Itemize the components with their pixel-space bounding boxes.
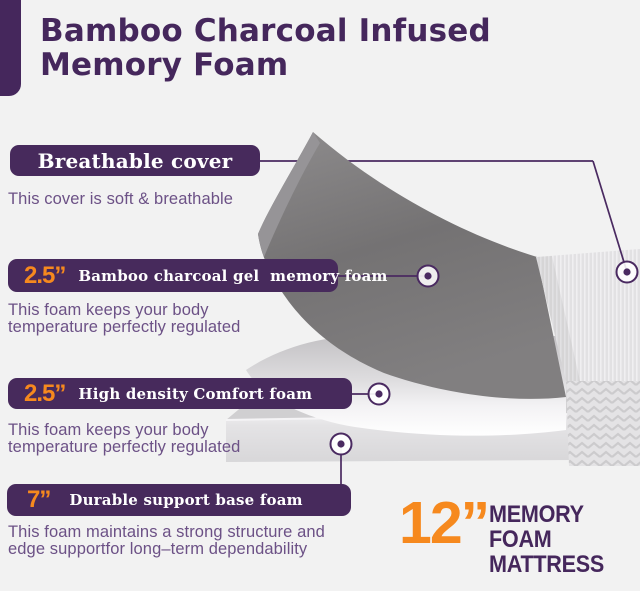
banner-comfort-foam-size: 2.5” xyxy=(24,379,66,407)
mattress-type-line1: MEMORY FOAM xyxy=(489,501,584,553)
desc-line: This foam keeps your body xyxy=(8,421,209,439)
banner-memory-foam: 2.5” Bamboo charcoal gel memory foam xyxy=(8,259,387,292)
callout-marker-memory-foam xyxy=(416,264,440,288)
banner-breathable-cover-label: Breathable cover xyxy=(37,148,233,173)
callout-marker-base-foam xyxy=(329,432,353,456)
mattress-type-label: MEMORY FOAM MATTRESS xyxy=(489,502,625,577)
desc-comfort-foam: This foam keeps your body temperature pe… xyxy=(8,422,240,455)
desc-line: temperature perfectly regulated xyxy=(8,437,241,456)
banner-comfort-foam-label: High density Comfort foam xyxy=(78,384,313,403)
page-title-line1: Bamboo Charcoal Infused xyxy=(40,13,491,49)
desc-memory-foam: This foam keeps your body temperature pe… xyxy=(8,302,240,335)
desc-line: This cover is soft & breathable xyxy=(8,190,234,208)
callout-markers xyxy=(329,260,639,456)
callout-line-cover-diagonal xyxy=(592,160,628,273)
banner-memory-foam-label: Bamboo charcoal gel memory foam xyxy=(78,266,388,285)
desc-line: temperature perfectly regulated xyxy=(8,317,241,336)
page-title: Bamboo Charcoal Infused Memory Foam xyxy=(40,14,491,82)
desc-line: edge supportfor long–term dependability xyxy=(8,539,308,558)
desc-line: This foam keeps your body xyxy=(8,301,209,319)
desc-breathable-cover: This cover is soft & breathable xyxy=(8,191,233,208)
banner-comfort-foam: 2.5” High density Comfort foam xyxy=(8,378,352,409)
bamboo-charcoal-gel-memory-foam-layer xyxy=(258,132,566,399)
banner-base-foam: 7” Durable support base foam xyxy=(7,484,351,516)
callout-marker-comfort-foam xyxy=(367,382,391,406)
banner-memory-foam-size: 2.5” xyxy=(24,261,66,289)
corner-accent-bar xyxy=(0,0,21,96)
desc-line: This foam maintains a strong structure a… xyxy=(8,523,325,541)
breathable-cover-fabric xyxy=(536,249,640,466)
banner-base-foam-label: Durable support base foam xyxy=(69,491,303,509)
banner-base-foam-size: 7” xyxy=(27,486,51,513)
page-title-line2: Memory Foam xyxy=(40,47,289,83)
mattress-height-badge: 12” xyxy=(399,490,490,556)
desc-base-foam: This foam maintains a strong structure a… xyxy=(8,524,325,557)
callout-marker-cover xyxy=(615,260,639,284)
banner-breathable-cover: Breathable cover xyxy=(10,145,260,176)
mattress-type-line2: MATTRESS xyxy=(489,551,605,578)
